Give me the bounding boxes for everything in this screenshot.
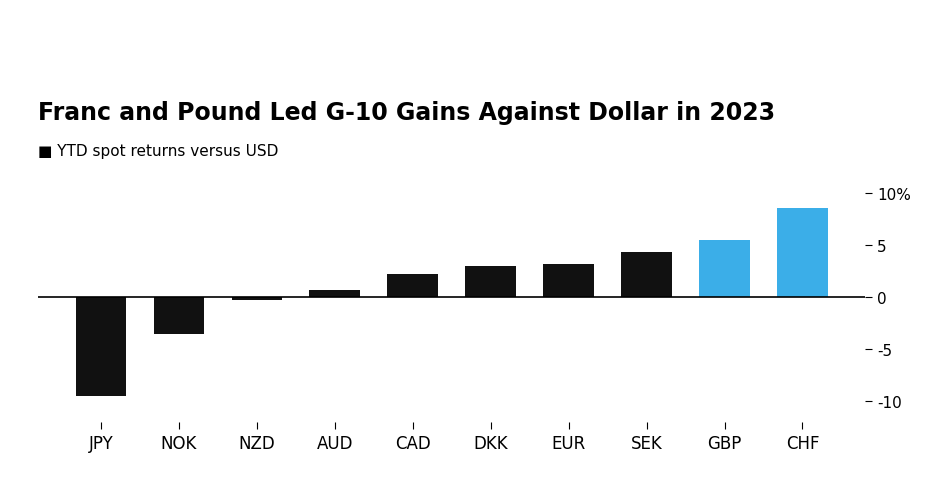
Bar (699, 240, 749, 298)
Bar (465, 266, 516, 298)
Text: ■ YTD spot returns versus USD: ■ YTD spot returns versus USD (38, 144, 279, 158)
Bar (76, 298, 126, 396)
Bar (777, 208, 827, 298)
Text: Franc and Pound Led G-10 Gains Against Dollar in 2023: Franc and Pound Led G-10 Gains Against D… (38, 101, 775, 125)
Bar (621, 253, 672, 298)
Bar (231, 298, 282, 300)
Bar (543, 264, 594, 298)
Bar (154, 298, 204, 334)
Bar (387, 275, 438, 298)
Bar (309, 290, 360, 298)
